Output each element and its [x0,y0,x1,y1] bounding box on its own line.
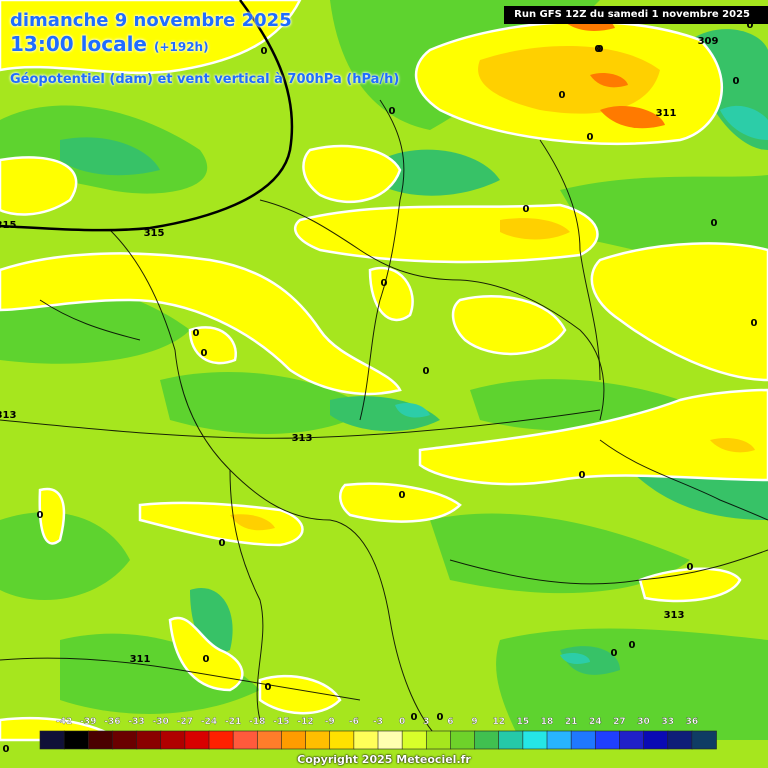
run-info-badge: Run GFS 12Z du samedi 1 novembre 2025 [504,6,768,24]
forecast-hour: 13:00 locale [10,32,147,56]
strong-descent-areas [230,46,755,531]
forecast-lead-time: (+192h) [153,40,209,54]
copyright: Copyright 2025 Meteociel.fr [297,753,471,766]
parameter-title: Géopotentiel (dam) et vent vertical à 70… [10,72,400,87]
forecast-date: dimanche 9 novembre 2025 [10,10,292,31]
borders [0,99,768,741]
geopotential-contours [0,0,294,232]
very-strong-ascent-areas [395,105,768,664]
forecast-time: 13:00 locale (+192h) [10,32,209,56]
